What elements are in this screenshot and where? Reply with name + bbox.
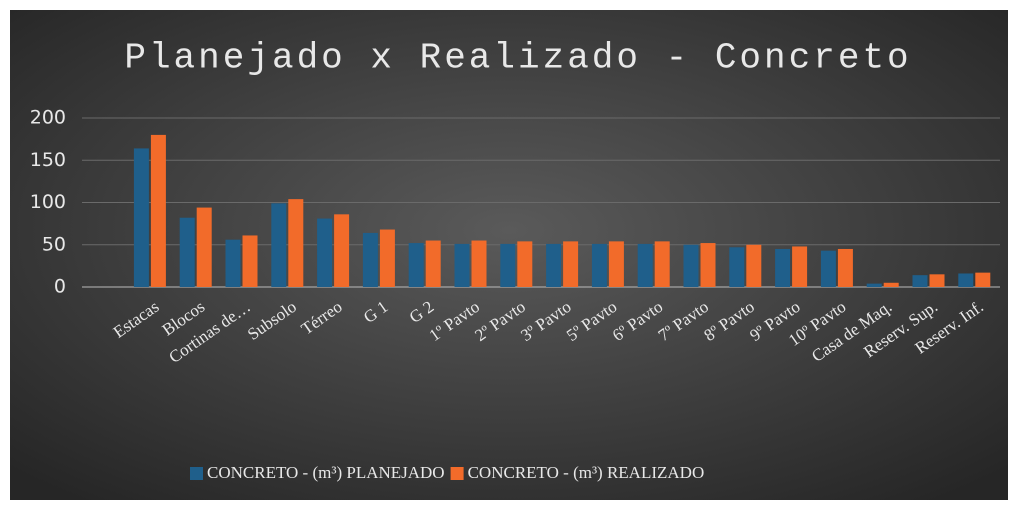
bar [563,241,579,287]
bar [471,240,487,287]
bar [425,240,441,287]
bar [317,218,333,287]
bar [379,229,395,287]
legend-label: CONCRETO - (m³) PLANEJADO [207,463,445,482]
bar [746,244,762,287]
bar [975,272,991,287]
bar [654,241,670,287]
y-tick-label: 150 [30,149,66,171]
y-tick-label: 0 [54,276,66,298]
bar [729,247,745,287]
bar [362,232,378,287]
bar [196,207,212,287]
y-tick-label: 200 [30,107,66,129]
bar [454,243,470,287]
bar [700,243,716,287]
chart-title: Planejado x Realizado - Concreto [124,38,911,79]
bar [225,239,241,287]
legend-swatch [190,467,203,480]
y-tick-label: 100 [30,191,66,213]
bar [288,199,304,287]
bar [912,275,928,287]
bar [591,243,607,287]
bar [608,241,624,287]
bar [775,248,791,287]
legend-swatch [450,467,464,480]
bar [271,203,287,287]
bar [500,243,516,287]
bar [958,273,974,287]
bar [242,235,258,287]
bar [837,248,853,287]
bar [150,134,166,287]
bar [546,243,562,287]
bar [683,244,699,287]
bar [517,241,533,287]
bar [408,243,424,287]
bar [334,214,350,287]
y-tick-label: 50 [42,233,66,255]
bar [133,148,149,287]
bar [179,217,195,287]
bar [929,274,945,287]
bar [866,283,882,287]
bar [637,243,653,287]
bar [792,246,808,287]
legend-label: CONCRETO - (m³) REALIZADO [468,463,705,482]
bar [883,282,899,287]
bar [820,250,836,287]
